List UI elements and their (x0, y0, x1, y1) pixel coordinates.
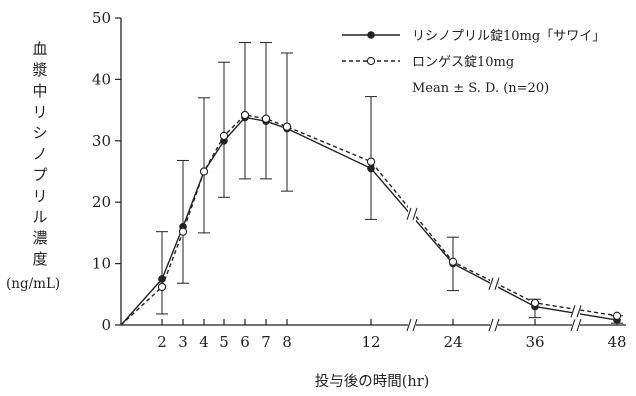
y-tick-label: 50 (92, 9, 111, 27)
data-point-series-2 (157, 282, 167, 292)
data-point-series-1 (158, 275, 166, 283)
y-axis-label-char: 度 (32, 250, 47, 268)
legend-note: Mean ± S. D. (n=20) (412, 81, 549, 96)
data-point-series-2 (240, 110, 250, 120)
y-axis-label-char: リ (32, 187, 47, 205)
axis-break-slash-x-axis (412, 318, 418, 332)
markers-layer (157, 110, 622, 324)
y-axis-label-char: ル (32, 208, 47, 226)
axis-breaks-layer (406, 205, 582, 333)
data-point-series-2 (612, 311, 622, 320)
y-tick-label: 30 (92, 132, 111, 150)
axis-break-slash-x-axis (406, 318, 412, 332)
data-point-series-2 (261, 114, 271, 123)
y-axis-label-char: 濃 (32, 229, 47, 247)
x-tick-label: 36 (525, 333, 544, 351)
y-axis-label-char: ノ (32, 145, 47, 163)
data-point-series-2 (448, 257, 458, 266)
x-tick-label: 5 (219, 333, 229, 351)
data-point-series-2 (199, 167, 209, 176)
series-line-1 (120, 116, 618, 326)
axis-break-slash-x-axis (570, 318, 576, 332)
legend-layer: リシノプリル錠10mg「サワイ」 ロンゲス錠10mg Mean ± S. D. … (342, 29, 605, 96)
axis-break-gap-series (408, 205, 416, 222)
axis-break-slash-series (488, 277, 494, 290)
legend-marker-series-1 (367, 31, 375, 39)
x-tick-label: 48 (607, 333, 626, 351)
x-tick-label: 4 (199, 333, 209, 351)
data-point-series-2 (366, 157, 376, 166)
y-tick-label: 40 (92, 70, 111, 88)
data-point-series-2 (219, 131, 229, 141)
data-point-series-1 (367, 164, 375, 173)
series-lines-layer (120, 114, 618, 326)
x-axis-label: 投与後の時間(hr) (315, 373, 430, 390)
legend-label-series-1: リシノプリル錠10mg「サワイ」 (412, 29, 605, 44)
legend-marker-series-2 (366, 56, 376, 66)
y-tick-label: 20 (92, 193, 111, 211)
x-tick-label: 6 (240, 333, 250, 351)
y-axis-unit: (ng/mL) (6, 276, 60, 292)
x-tick-label: 24 (443, 333, 462, 351)
axis-break-gap-x-axis (408, 317, 416, 333)
axis-break-gap-x-axis (490, 317, 498, 333)
axis-break-slash-x-axis (494, 318, 500, 332)
axis-break-slash-x-axis (576, 318, 582, 332)
axis-break-gap-x-axis (572, 317, 580, 333)
error-bars-layer (156, 42, 623, 324)
axis-break-gap-series (490, 275, 498, 292)
series-line-2 (120, 114, 618, 326)
y-axis-label-char: シ (32, 124, 47, 142)
y-axis-label-char: 漿 (32, 61, 47, 79)
axis-break-slash-series (570, 305, 576, 318)
axis-break-slash-series (494, 277, 500, 290)
x-tick-label: 12 (361, 333, 380, 351)
x-tick-label: 8 (282, 333, 292, 351)
y-axis-label-char: 血 (32, 40, 47, 58)
axis-break-slash-series (412, 207, 418, 221)
y-axis-label-char: プ (32, 166, 47, 184)
x-tick-label: 2 (157, 333, 167, 351)
axes-layer: 0 10 20 30 40 50 2 3 4 5 6 7 8 12 24 36 48 (92, 9, 627, 351)
data-point-series-2 (530, 298, 540, 308)
x-tick-label: 7 (261, 333, 271, 351)
axis-break-slash-x-axis (488, 318, 494, 332)
axis-break-slash-series (406, 207, 412, 221)
axis-break-gap-series (572, 303, 580, 320)
y-tick-label: 10 (92, 255, 111, 273)
axis-break-slash-series (576, 305, 582, 318)
y-axis-label-char: 中 (32, 82, 47, 100)
legend-label-series-2: ロンゲス錠10mg (412, 55, 514, 70)
x-tick-label: 3 (178, 333, 188, 351)
y-tick-label: 0 (101, 316, 111, 334)
data-point-series-2 (178, 227, 188, 236)
data-point-series-2 (282, 122, 292, 131)
y-axis-label-char: リ (32, 103, 47, 121)
